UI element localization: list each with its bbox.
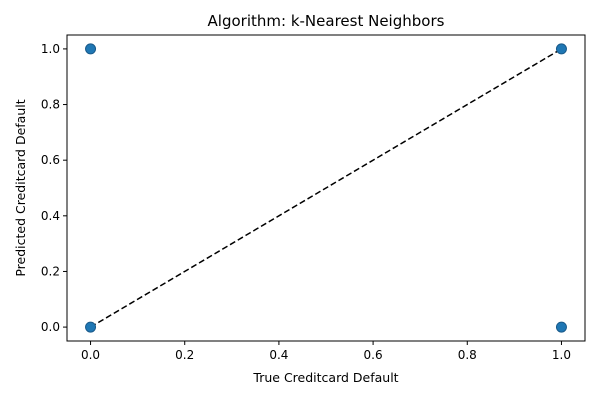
x-tick-label: 0.0 [81,348,100,362]
y-tick-label: 0.2 [41,264,60,278]
x-tick-label: 1.0 [552,348,571,362]
x-axis-label: True Creditcard Default [252,370,398,385]
y-tick-label: 0.0 [41,320,60,334]
plot-area: 0.0 0.2 0.4 0.6 0.8 1.0 0.0 0.2 0.4 0.6 0.8 1.0 [41,34,586,362]
plot-frame [66,34,586,342]
scatter-point [85,43,97,55]
reference-line [90,48,562,328]
x-tick-label: 0.4 [269,348,288,362]
y-tick-label: 1.0 [41,42,60,56]
y-tick-label: 0.6 [41,153,60,167]
y-axis-label: Predicted Creditcard Default [13,99,28,276]
x-tick-label: 0.6 [364,348,383,362]
scatter-point [555,321,567,333]
x-tick-label: 0.2 [175,348,194,362]
x-tick-label: 0.8 [458,348,477,362]
y-tick-label: 0.4 [41,209,60,223]
scatter-point [555,43,567,55]
chart-title: Algorithm: k-Nearest Neighbors [208,12,445,30]
y-tick-label: 0.8 [41,98,60,112]
scatter-point [85,321,97,333]
